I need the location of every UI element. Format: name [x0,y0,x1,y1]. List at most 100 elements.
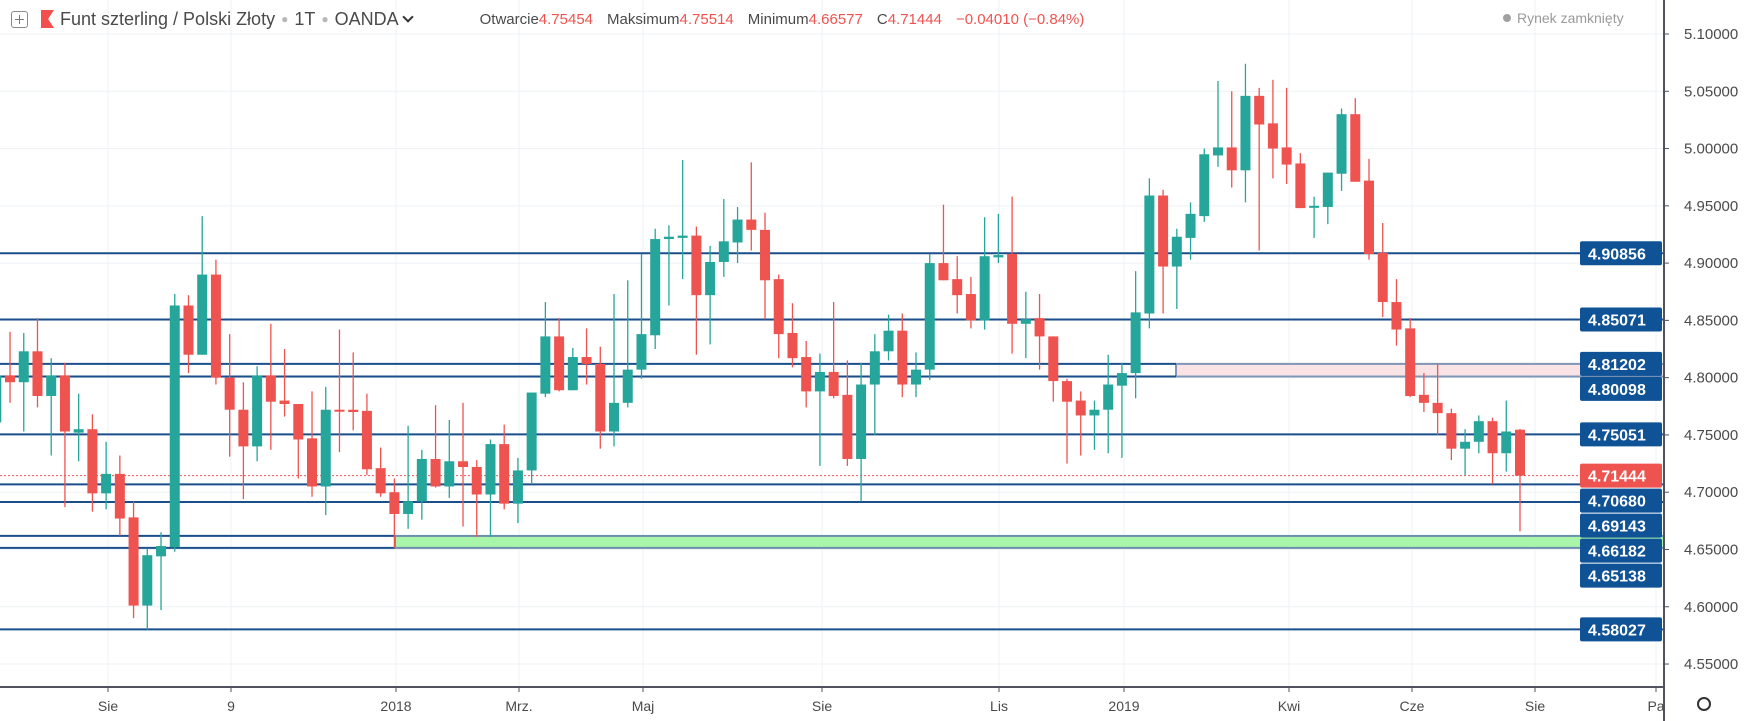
candle-down[interactable] [1391,302,1402,330]
candle-up[interactable] [663,236,674,240]
candle-up[interactable] [169,305,180,548]
candle-down[interactable] [1254,95,1265,125]
candle-up[interactable] [403,501,414,514]
candle-up[interactable] [911,369,922,385]
candle-down[interactable] [1377,252,1388,303]
time-axis[interactable] [0,687,1664,721]
candle-down[interactable] [801,357,812,392]
candle-down[interactable] [1295,163,1306,209]
candle-up[interactable] [1144,195,1155,314]
candle-up[interactable] [1309,205,1320,208]
candle-down[interactable] [471,466,482,495]
candle-down[interactable] [499,444,510,504]
candle-down[interactable] [59,375,70,432]
candle-up[interactable] [46,375,57,396]
candle-up[interactable] [924,263,935,370]
candle-up[interactable] [1199,154,1210,217]
candle-up[interactable] [856,384,867,459]
candle-up[interactable] [1089,409,1100,416]
candle-up[interactable] [1185,213,1196,238]
settings-gear-icon[interactable] [1697,697,1711,711]
candle-up[interactable] [677,235,688,238]
candle-up[interactable] [101,473,112,494]
candle-down[interactable] [210,274,221,378]
candle-down[interactable] [293,403,304,440]
candle-down[interactable] [265,375,276,402]
candle-down[interactable] [334,409,345,412]
candle-down[interactable] [1048,336,1059,382]
candle-down[interactable] [1364,180,1374,254]
support-zone-band[interactable] [394,534,1665,549]
candle-down[interactable] [224,377,235,410]
interval[interactable]: 1T [294,8,316,29]
candle-down[interactable] [183,305,194,355]
candle-up[interactable] [73,429,84,433]
candle-up[interactable] [814,371,825,392]
candle-up[interactable] [485,444,496,495]
candle-down[interactable] [361,410,372,470]
candle-up[interactable] [320,409,331,487]
candle-down[interactable] [238,409,249,447]
candle-up[interactable] [540,336,551,394]
candle-up[interactable] [567,357,578,391]
candle-up[interactable] [650,239,661,336]
candle-down[interactable] [1281,147,1292,165]
candle-up[interactable] [526,392,537,471]
candle-up[interactable] [869,351,880,385]
candle-down[interactable] [554,336,565,391]
candle-down[interactable] [1446,413,1457,449]
candle-up[interactable] [1336,114,1347,174]
candle-down[interactable] [1405,328,1416,396]
candle-down[interactable] [279,400,290,404]
candle-up[interactable] [718,241,729,262]
candle-up[interactable] [609,402,620,432]
candle-down[interactable] [952,279,963,296]
candle-up[interactable] [993,255,1004,258]
candle-up[interactable] [156,546,167,557]
candle-up[interactable] [705,261,716,296]
candle-down[interactable] [1432,402,1443,414]
candle-down[interactable] [1007,253,1018,324]
candle-down[interactable] [746,219,757,230]
candle-up[interactable] [732,219,743,243]
candle-down[interactable] [87,429,98,494]
candle-up[interactable] [1103,384,1114,410]
candle-down[interactable] [375,468,386,494]
candle-down[interactable] [430,458,441,487]
candle-down[interactable] [1418,394,1429,403]
candle-down[interactable] [760,229,771,281]
candle-up[interactable] [1130,312,1141,374]
candle-down[interactable] [128,517,139,606]
candle-up[interactable] [622,369,633,403]
candle-down[interactable] [1267,123,1278,149]
candle-down[interactable] [458,461,469,467]
candle-down[interactable] [32,351,43,396]
candle-down[interactable] [773,279,784,335]
candle-up[interactable] [18,351,29,383]
flag-icon[interactable] [41,10,54,28]
candle-down[interactable] [595,363,606,432]
candle-down[interactable] [842,394,853,459]
candle-down[interactable] [114,473,125,519]
candle-down[interactable] [1514,429,1525,476]
candle-down[interactable] [691,235,702,296]
candle-up[interactable] [883,330,894,352]
candle-up[interactable] [1020,319,1031,324]
candle-up[interactable] [512,470,523,504]
candle-up[interactable] [1460,441,1471,449]
candle-up[interactable] [1171,236,1182,267]
candle-down[interactable] [389,492,400,514]
price-axis[interactable] [1664,0,1749,721]
candle-down[interactable] [897,330,908,385]
candle-up[interactable] [979,256,990,321]
candle-up[interactable] [1501,431,1512,454]
candle-up[interactable] [197,274,208,355]
candle-down[interactable] [1350,114,1361,182]
candle-down[interactable] [1062,381,1073,402]
candle-down[interactable] [787,332,798,359]
candle-up[interactable] [142,555,153,606]
candle-down[interactable] [1487,421,1498,454]
candle-down[interactable] [1226,147,1237,171]
candle-down[interactable] [5,375,16,383]
symbol-title[interactable]: Funt szterling / Polski Złoty [60,8,276,29]
